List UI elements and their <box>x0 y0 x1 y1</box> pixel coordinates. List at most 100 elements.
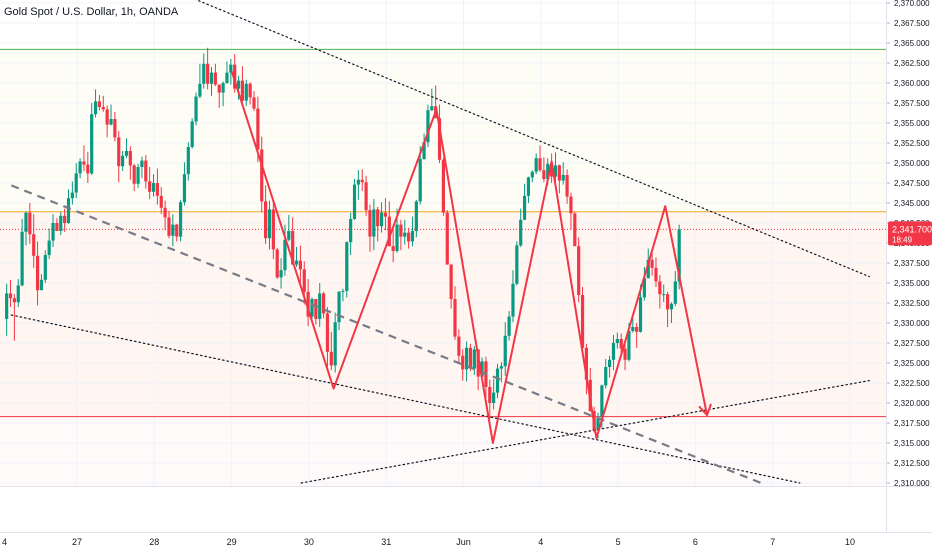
candle-body <box>217 84 221 93</box>
candle <box>310 297 314 322</box>
candle-body <box>403 232 407 237</box>
candle-body <box>635 327 639 332</box>
candle <box>12 294 16 341</box>
candle <box>32 214 36 268</box>
y-tick-label: 2,322.500 <box>894 379 930 388</box>
candle-body <box>677 229 681 282</box>
candle <box>298 245 302 287</box>
candle-body <box>399 224 403 237</box>
candle <box>148 167 152 199</box>
candle <box>642 267 646 301</box>
candle <box>314 299 318 325</box>
candle-body <box>233 64 237 89</box>
candle <box>488 379 492 419</box>
candle <box>407 227 411 249</box>
y-tick-label: 2,312.500 <box>894 459 930 468</box>
candle-body <box>302 269 306 292</box>
candle-body <box>449 264 453 299</box>
candle-body <box>12 298 16 303</box>
candle-body <box>20 231 24 286</box>
candle <box>341 288 345 302</box>
candle <box>167 211 171 239</box>
candle <box>35 241 40 306</box>
x-tick-label: 5 <box>616 537 621 547</box>
candle <box>511 270 515 323</box>
candle <box>240 66 245 103</box>
candle <box>74 163 78 199</box>
candle-body <box>136 167 140 184</box>
candle-body <box>113 119 117 138</box>
candle-body <box>395 224 399 251</box>
candle-body <box>453 299 457 337</box>
candle-body <box>414 201 418 231</box>
candle-body <box>256 108 260 150</box>
candle <box>550 153 554 183</box>
candle <box>279 258 283 289</box>
candle-body <box>294 260 299 265</box>
candle-body <box>78 161 82 174</box>
candle-body <box>229 64 233 73</box>
candle-body <box>492 392 496 403</box>
candle <box>565 169 569 204</box>
candle-body <box>279 270 283 278</box>
candle <box>635 323 639 348</box>
candle <box>101 95 105 112</box>
y-tick-label: 2,332.500 <box>894 299 930 308</box>
candle-body <box>526 177 531 196</box>
candle <box>287 215 291 242</box>
zone-band <box>0 211 886 417</box>
candle <box>368 204 372 252</box>
candle-body <box>318 293 322 319</box>
candle-body <box>565 175 569 197</box>
candle <box>291 217 295 265</box>
candle <box>16 279 20 307</box>
candle <box>117 131 121 183</box>
candle-body <box>39 279 44 291</box>
candle-body <box>283 239 287 271</box>
candle-body <box>190 121 194 147</box>
candle <box>329 331 333 371</box>
candle-body <box>287 231 291 240</box>
y-tick-label: 2,355.000 <box>894 119 930 128</box>
candle <box>526 176 531 203</box>
candle-body <box>538 158 542 171</box>
candle <box>352 179 357 220</box>
candle-body <box>240 80 245 101</box>
candle-body <box>437 118 442 160</box>
candle-body <box>86 164 90 174</box>
candle <box>472 346 476 375</box>
candle <box>325 307 330 367</box>
candle-body <box>260 149 264 202</box>
candle-body <box>244 83 248 101</box>
candle <box>190 118 194 149</box>
candle-body <box>178 202 183 237</box>
x-tick-label: 7 <box>770 537 775 547</box>
candle <box>333 312 337 373</box>
candle <box>522 183 527 220</box>
candle <box>623 343 627 371</box>
candle <box>136 163 140 188</box>
candle <box>144 155 148 189</box>
candle <box>464 341 469 382</box>
candle <box>538 145 542 172</box>
candle <box>155 168 159 205</box>
candle <box>198 63 202 99</box>
dotted-trend-line <box>10 314 801 484</box>
candle <box>673 271 677 307</box>
candle <box>441 157 446 216</box>
candle <box>492 379 496 410</box>
candle <box>399 219 403 251</box>
candle <box>631 318 635 333</box>
candle-body <box>74 173 78 193</box>
candle-body <box>144 160 148 182</box>
candle <box>20 219 24 287</box>
candle <box>159 187 163 215</box>
candle <box>70 181 74 205</box>
candle-body <box>109 119 113 125</box>
candle <box>140 156 144 179</box>
candle-body <box>495 368 500 393</box>
candle-body <box>604 367 608 386</box>
candle-body <box>379 212 384 227</box>
